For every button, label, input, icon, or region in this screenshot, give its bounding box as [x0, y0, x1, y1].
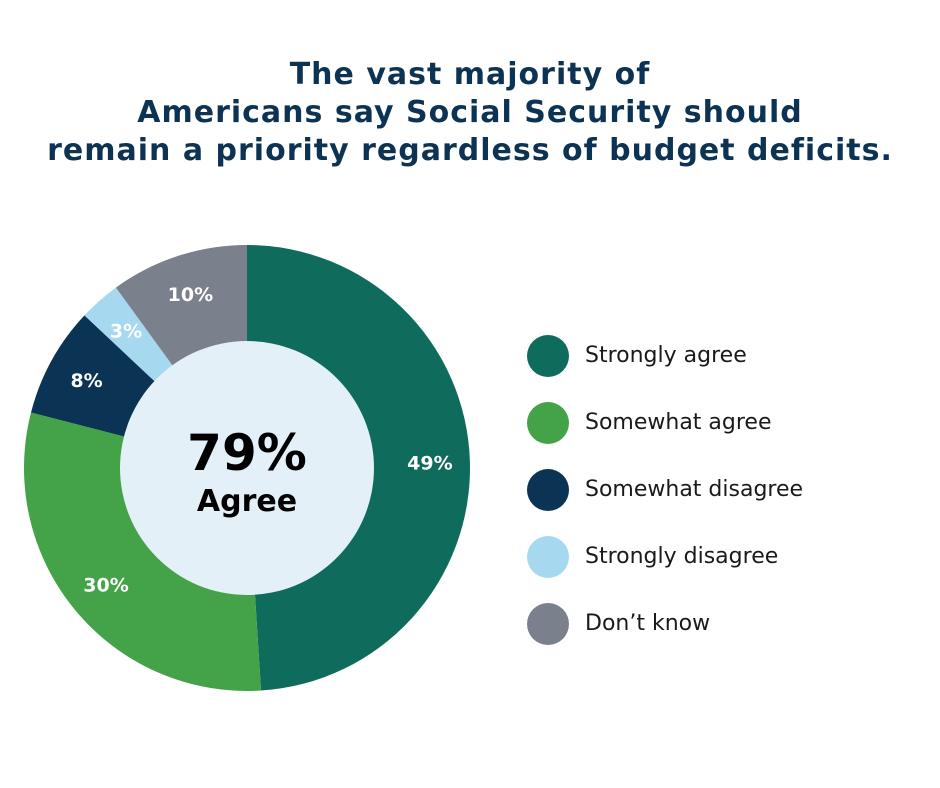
center-label: Agree	[197, 484, 297, 519]
chart-title: The vast majority of Americans say Socia…	[0, 56, 940, 170]
legend: Strongly agree Somewhat agree Somewhat dis…	[527, 322, 803, 657]
legend-swatch	[527, 602, 569, 645]
title-line-3: remain a priority regardless of budget d…	[47, 133, 893, 168]
slice-label-somewhat-disagree: 8%	[70, 370, 102, 392]
legend-swatch	[527, 334, 569, 377]
legend-swatch	[527, 401, 569, 444]
legend-label: Don’t know	[585, 611, 711, 636]
slice-label-don-t-know: 10%	[168, 284, 213, 306]
legend-label: Somewhat agree	[585, 410, 772, 435]
legend-item-somewhat-agree: Somewhat agree	[527, 389, 803, 456]
legend-item-strongly-agree: Strongly agree	[527, 322, 803, 389]
legend-swatch	[527, 535, 569, 578]
slice-label-somewhat-agree: 30%	[83, 575, 128, 597]
legend-swatch	[527, 468, 569, 511]
center-circle	[120, 341, 374, 595]
slice-label-strongly-agree: 49%	[407, 452, 452, 474]
slice-label-strongly-disagree: 3%	[110, 321, 142, 343]
title-line-1: The vast majority of	[289, 57, 651, 92]
legend-item-somewhat-disagree: Somewhat disagree	[527, 456, 803, 523]
legend-item-strongly-disagree: Strongly disagree	[527, 523, 803, 590]
title-line-2: Americans say Social Security should	[137, 95, 803, 130]
center-value: 79%	[187, 424, 307, 482]
legend-label: Somewhat disagree	[585, 477, 804, 502]
legend-label: Strongly disagree	[585, 544, 779, 569]
slice-labels: 49% 30% 8% 3% 10%	[70, 284, 452, 597]
legend-item-don-t-know: Don’t know	[527, 590, 803, 657]
legend-label: Strongly agree	[585, 343, 747, 368]
